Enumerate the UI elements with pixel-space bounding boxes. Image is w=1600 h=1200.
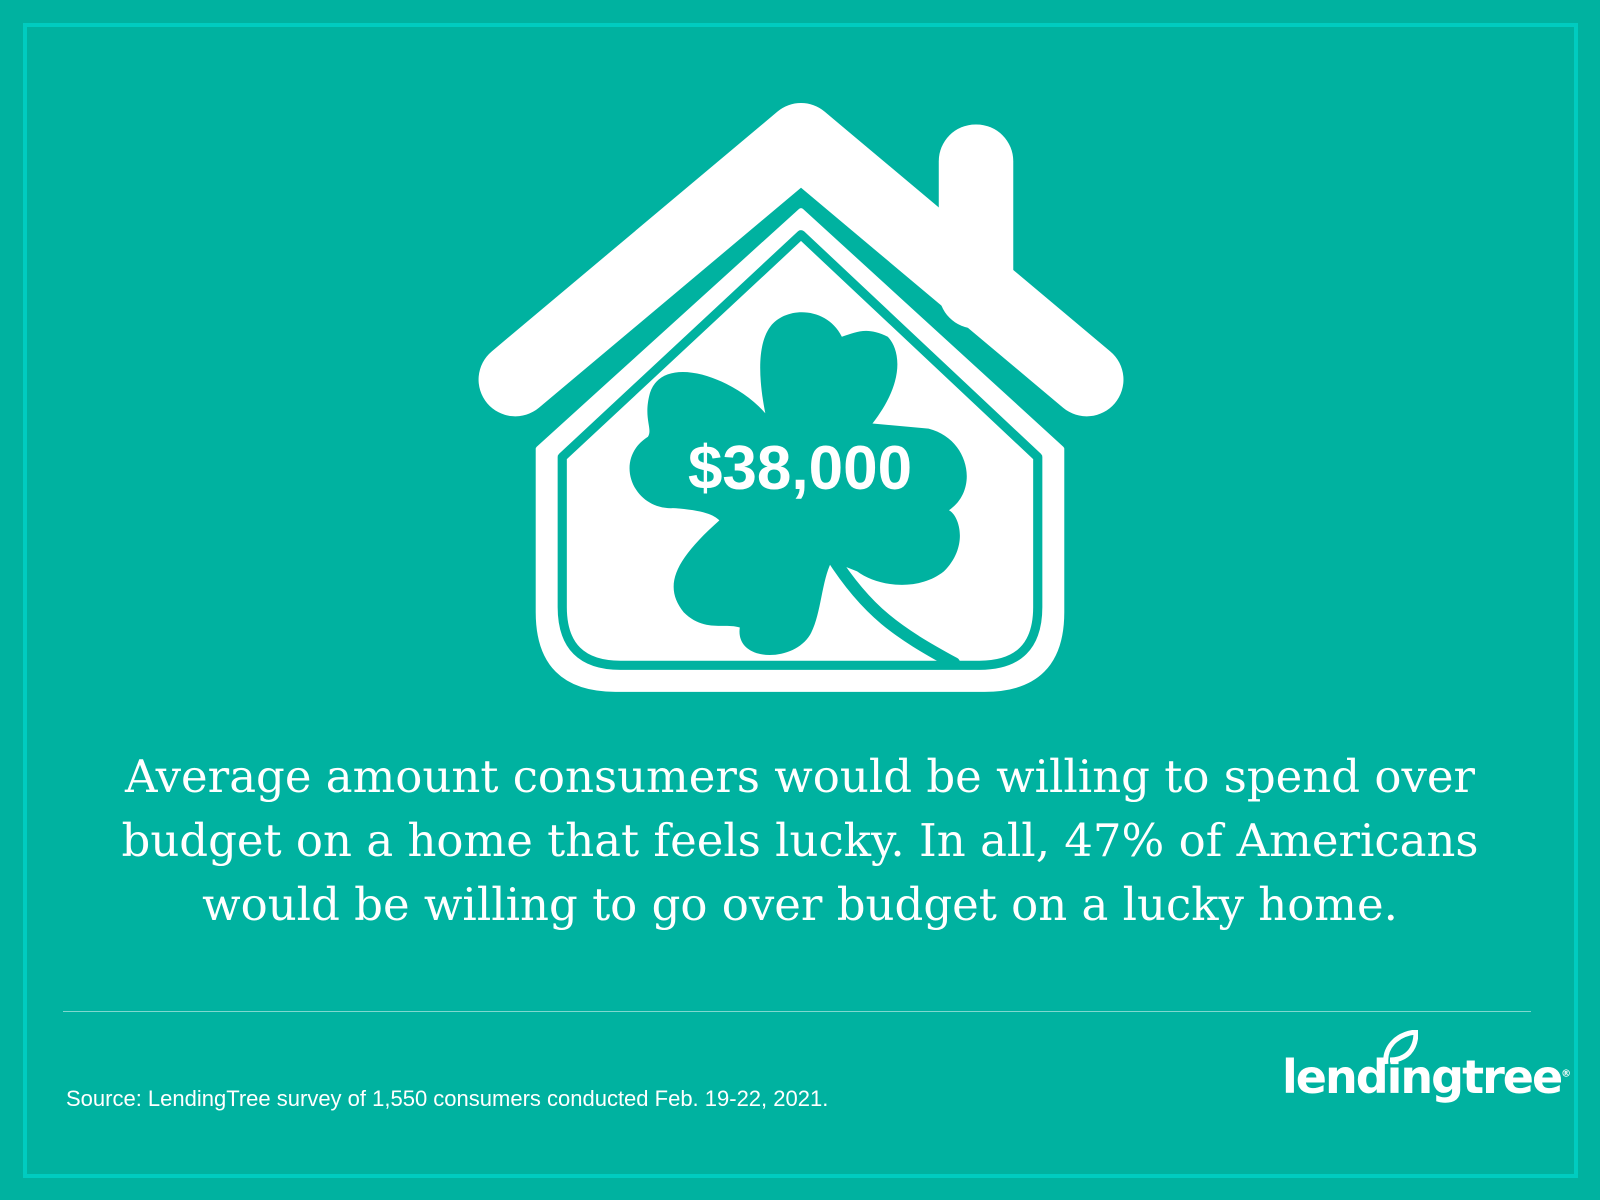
source-note: Source: LendingTree survey of 1,550 cons… xyxy=(66,1086,829,1111)
lendingtree-logo: lendingtree® xyxy=(1282,1030,1571,1104)
logo-text: lendingtree xyxy=(1282,1050,1563,1104)
headline-amount: $38,000 xyxy=(687,434,913,503)
frame-border xyxy=(23,23,1578,1178)
caption: Average amount consumers would be willin… xyxy=(121,750,1479,931)
clover-icon xyxy=(629,312,967,670)
leaf-icon xyxy=(1383,1030,1418,1065)
divider xyxy=(63,1011,1531,1012)
